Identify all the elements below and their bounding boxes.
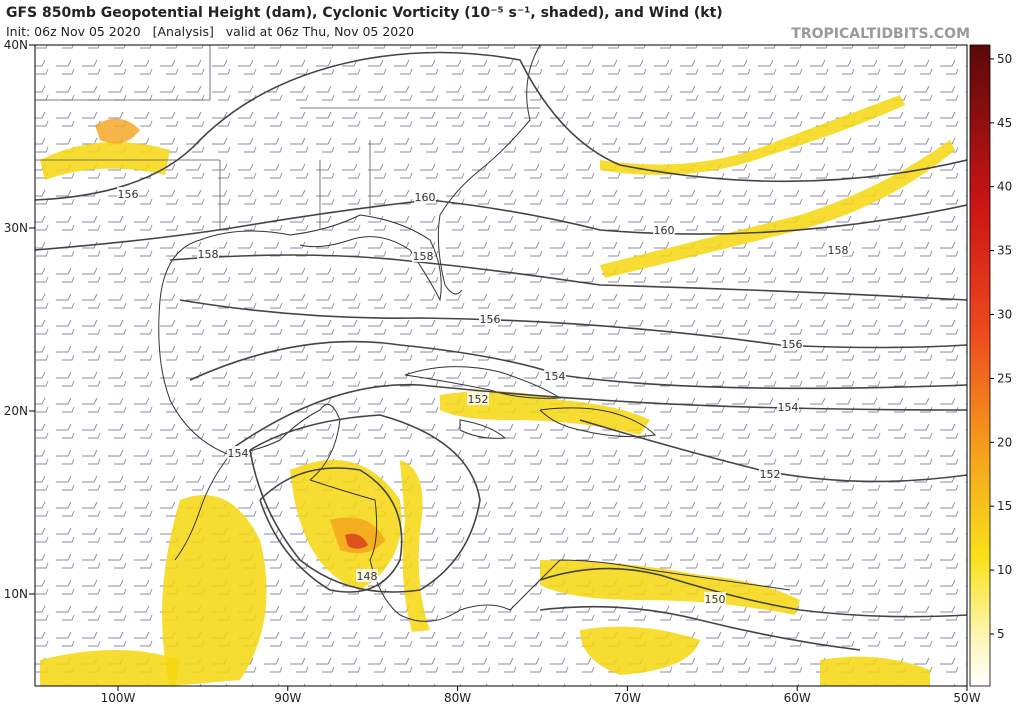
contour-label: 152 (468, 393, 489, 406)
contour-label: 150 (705, 593, 726, 606)
lon-label: 60W (784, 691, 811, 705)
contour-label: 154 (778, 401, 799, 414)
contour-label: 154 (228, 447, 249, 460)
colorbar-tick-label: 35 (997, 244, 1012, 258)
contour-label-bg (827, 243, 849, 256)
contour-label: 152 (760, 468, 781, 481)
lon-label: 50W (953, 691, 980, 705)
contour-label-bg (759, 467, 781, 480)
contour-label-bg (544, 369, 566, 382)
contour-label-bg (704, 592, 726, 605)
colorbar-tick-label: 20 (997, 435, 1012, 449)
contour-label-bg (227, 446, 249, 459)
contour-label-bg (479, 312, 501, 325)
init-line: Init: 06z Nov 05 2020 [Analysis] valid a… (6, 24, 414, 39)
vorticity-shading (40, 95, 955, 686)
colorbar-tick-label: 15 (997, 499, 1012, 513)
contour-label: 160 (654, 224, 675, 237)
height-contours (35, 51, 967, 651)
lat-label: 10N (4, 587, 28, 601)
colorbar-tick-label: 30 (997, 308, 1012, 322)
lon-label: 90W (274, 691, 301, 705)
contour-label: 158 (413, 250, 434, 263)
latitude-labels: 40N 30N 20N 10N (4, 38, 35, 601)
colorbar-tick-label: 45 (997, 116, 1012, 130)
contour-label: 156 (782, 338, 803, 351)
lat-label: 30N (4, 221, 28, 235)
contour-labels: 156 158 160 158 160 158 156 156 154 152 154 154 152 1… (117, 187, 849, 606)
contour-label: 160 (415, 191, 436, 204)
lat-label: 40N (4, 38, 28, 52)
map-frame (34, 44, 968, 687)
contour-label: 158 (828, 244, 849, 257)
contour-label-bg (781, 337, 803, 350)
contour-label: 154 (545, 370, 566, 383)
contour-label-bg (653, 223, 675, 236)
contour-label: 156 (118, 188, 139, 201)
contour-label-bg (356, 569, 378, 582)
lon-label: 80W (444, 691, 471, 705)
contour-label-bg (414, 190, 436, 203)
lon-label: 70W (614, 691, 641, 705)
contour-label-bg (197, 247, 219, 260)
contour-label-bg (412, 249, 434, 262)
site-name: TROPICALTIDBITS.COM (791, 26, 970, 42)
lon-label: 100W (101, 691, 136, 705)
title: GFS 850mb Geopotential Height (dam), Cyc… (6, 5, 723, 21)
longitude-labels: 100W 90W 80W 70W 60W 50W (101, 686, 981, 705)
contour-label-bg (777, 400, 799, 413)
colorbar-ticks: 5 10 15 20 25 30 35 40 45 50 (990, 52, 1012, 641)
colorbar-tick-label: 5 (997, 627, 1005, 641)
lat-label: 20N (4, 404, 28, 418)
contour-label: 148 (357, 570, 378, 583)
map-area (35, 45, 967, 686)
colorbar-tick-label: 50 (997, 52, 1012, 66)
contour-label-bg (467, 392, 489, 405)
colorbar (969, 44, 991, 687)
contour-label: 158 (198, 248, 219, 261)
contour-label-bg (117, 187, 139, 200)
colorbar-tick-label: 25 (997, 371, 1012, 385)
contour-label: 156 (480, 313, 501, 326)
colorbar-tick-label: 10 (997, 563, 1012, 577)
colorbar-tick-label: 40 (997, 180, 1012, 194)
